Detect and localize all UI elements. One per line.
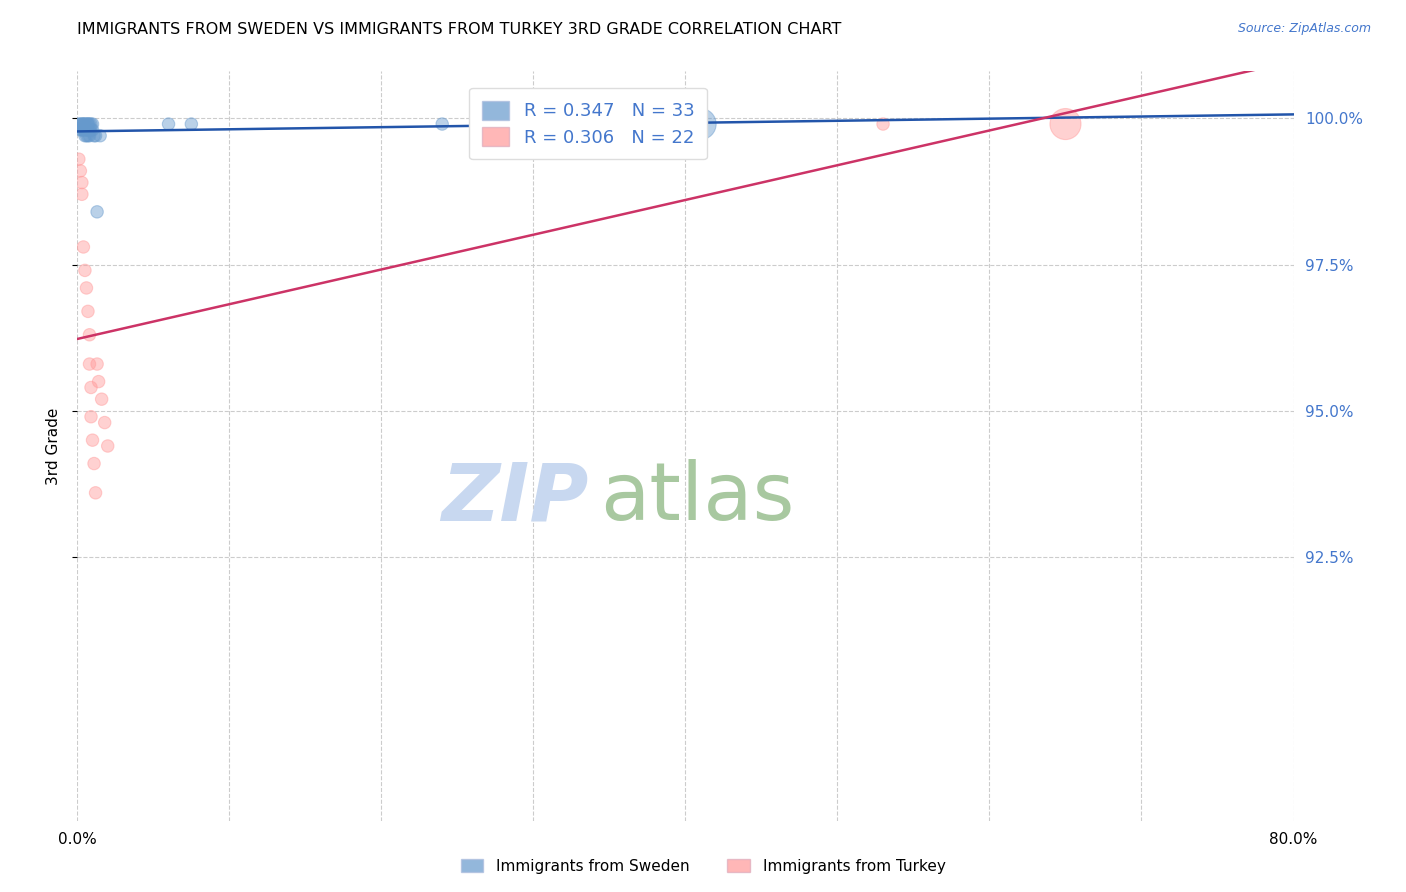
Point — [69, 164, 91, 178]
Point — [77, 128, 100, 143]
Point — [67, 152, 90, 166]
Point — [82, 117, 104, 131]
Point — [79, 327, 101, 342]
Point — [86, 357, 108, 371]
Point — [73, 128, 96, 143]
Point — [157, 117, 180, 131]
Point — [72, 240, 94, 254]
Point — [70, 117, 93, 131]
Point — [79, 117, 101, 131]
Point — [77, 123, 100, 137]
Text: Source: ZipAtlas.com: Source: ZipAtlas.com — [1237, 22, 1371, 36]
Point — [93, 416, 115, 430]
Point — [79, 128, 101, 143]
Point — [872, 117, 894, 131]
Point — [97, 439, 120, 453]
Point — [75, 123, 97, 137]
Point — [87, 375, 110, 389]
Legend: R = 0.347   N = 33, R = 0.306   N = 22: R = 0.347 N = 33, R = 0.306 N = 22 — [470, 88, 707, 160]
Point — [75, 128, 97, 143]
Point — [72, 117, 94, 131]
Point — [83, 128, 105, 143]
Point — [75, 117, 97, 131]
Point — [80, 117, 103, 131]
Legend: Immigrants from Sweden, Immigrants from Turkey: Immigrants from Sweden, Immigrants from … — [454, 853, 952, 880]
Point — [70, 123, 93, 137]
Point — [80, 123, 103, 137]
Point — [89, 128, 111, 143]
Point — [80, 380, 103, 394]
Point — [84, 128, 107, 143]
Point — [75, 281, 97, 295]
Text: ZIP: ZIP — [440, 459, 588, 538]
Point — [70, 187, 93, 202]
Point — [180, 117, 202, 131]
Text: IMMIGRANTS FROM SWEDEN VS IMMIGRANTS FROM TURKEY 3RD GRADE CORRELATION CHART: IMMIGRANTS FROM SWEDEN VS IMMIGRANTS FRO… — [77, 22, 842, 37]
Point — [82, 433, 104, 447]
Text: atlas: atlas — [600, 459, 794, 538]
Point — [79, 123, 101, 137]
Point — [69, 123, 91, 137]
Point — [77, 117, 100, 131]
Point — [72, 117, 94, 131]
Point — [82, 123, 104, 137]
Point — [73, 123, 96, 137]
Point — [67, 117, 90, 131]
Point — [83, 457, 105, 471]
Point — [84, 485, 107, 500]
Point — [86, 205, 108, 219]
Point — [73, 117, 96, 131]
Point — [1054, 117, 1077, 131]
Point — [90, 392, 112, 407]
Point — [430, 117, 453, 131]
Point — [70, 176, 93, 190]
Point — [69, 117, 91, 131]
Point — [77, 304, 100, 318]
Point — [689, 117, 711, 131]
Point — [80, 409, 103, 424]
Point — [72, 123, 94, 137]
Point — [79, 357, 101, 371]
Point — [77, 117, 100, 131]
Point — [73, 263, 96, 277]
Y-axis label: 3rd Grade: 3rd Grade — [45, 408, 60, 484]
